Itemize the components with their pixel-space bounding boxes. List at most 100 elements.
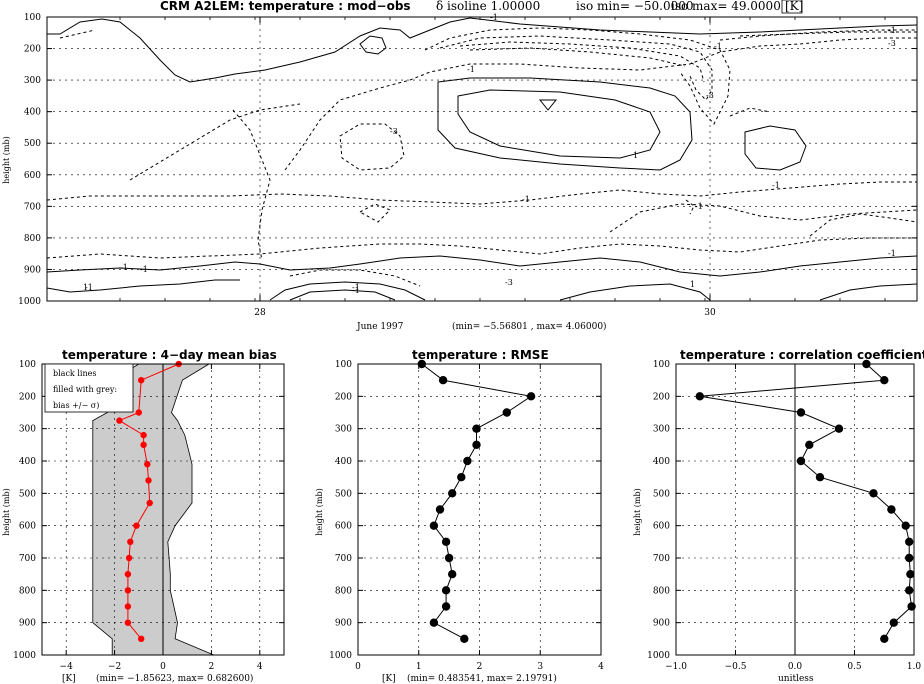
unit-label: [K] [785, 0, 803, 13]
contour-solid [457, 89, 661, 159]
bias-xlabel: [K] [62, 674, 76, 684]
contour-value-label: -3 [706, 91, 714, 100]
data-point [138, 635, 145, 642]
y-tick-label: 300 [24, 76, 41, 86]
data-point [124, 603, 132, 610]
y-tick-label: 900 [24, 265, 41, 275]
y-tick-label: 100 [19, 360, 36, 370]
contour-dashed [609, 203, 918, 233]
y-tick-label: 800 [24, 234, 41, 244]
y-tick-label: 500 [24, 139, 41, 149]
data-point [441, 602, 451, 611]
y-tick-label: 900 [335, 619, 352, 629]
data-point [116, 417, 123, 424]
contour-value-label: -1 [695, 202, 703, 211]
x-tick-label: 4 [257, 662, 263, 672]
y-tick-label: 700 [19, 554, 36, 564]
contour-value-label: -1 [772, 181, 780, 190]
x-tick-label: 0 [355, 662, 361, 672]
data-point [472, 424, 481, 433]
legend-line-1: black lines [53, 369, 96, 378]
data-point [140, 431, 147, 439]
y-tick-label: 500 [653, 489, 670, 499]
data-point [125, 554, 133, 562]
corr-ylabel: height (mb) [633, 488, 642, 535]
rmse-ylabel: height (mb) [315, 488, 324, 535]
contour-value-label: -3 [390, 127, 398, 136]
y-tick-label: 400 [653, 457, 670, 467]
data-point [796, 456, 806, 466]
x-tick-label: 0.5 [847, 662, 862, 672]
contour-value-label: -1 [467, 65, 475, 74]
bias-ylabel: height (mb) [2, 488, 11, 535]
contour-value-label: 1 [690, 280, 695, 289]
rmse-note: (min= 0.483541, max= 2.19791) [407, 673, 557, 684]
contour-solid [819, 283, 918, 301]
series-line [421, 363, 533, 640]
x-tick-label: −1.0 [665, 662, 687, 672]
contour-solid [46, 255, 918, 277]
corr-xlabel: unitless [778, 674, 814, 684]
contour-lines [46, 17, 918, 301]
y-tick-label: 400 [24, 108, 41, 118]
x-tick-label: 0 [160, 662, 166, 672]
y-tick-label: 600 [24, 171, 41, 181]
y-tick-label: 200 [19, 392, 36, 402]
data-point [463, 456, 472, 466]
y-tick-label: 400 [335, 457, 352, 467]
data-point [429, 618, 439, 627]
data-point [869, 489, 878, 498]
corr-panel: 100 200 300 400 500 600 700 800 900 1000−1.0 −0.5 0… [647, 359, 921, 672]
x-tick-label: 3 [537, 662, 543, 672]
data-point [135, 409, 142, 416]
data-point [502, 408, 511, 417]
iso-max-label: iso max= 49.0000 [671, 0, 781, 13]
contour-value-label: 1 [633, 151, 638, 160]
series-line [699, 363, 913, 640]
contour-value-label: -3 [505, 278, 513, 287]
legend-box [44, 363, 134, 413]
iso-min-label: iso min= −50.0000 [576, 0, 694, 13]
contour-solid [269, 281, 426, 301]
y-tick-label: 900 [653, 619, 670, 629]
data-point [138, 377, 145, 384]
y-tick-label: 600 [19, 522, 36, 532]
contour-ylabel: height (mb) [2, 136, 11, 183]
data-point [901, 521, 910, 530]
data-point [124, 619, 132, 626]
data-point [457, 473, 466, 482]
data-point [805, 440, 814, 449]
data-point [127, 538, 134, 545]
x-tick-label: 2 [209, 662, 215, 672]
contour-solid [47, 17, 471, 83]
rmse-xlabel: [K] [382, 674, 396, 684]
legend-line-2: filled with grey: [53, 385, 117, 394]
contour-dashed [439, 35, 713, 101]
contour-solid [359, 35, 387, 55]
y-tick-label: 1000 [13, 651, 36, 661]
data-point [880, 376, 889, 385]
x-tick-label: 2 [477, 662, 483, 672]
x-tick-label: −4 [60, 662, 74, 672]
contour-dashed [719, 29, 917, 41]
y-tick-label: 200 [24, 45, 41, 55]
y-tick-label: 100 [24, 13, 41, 23]
data-point [144, 461, 151, 468]
y-tick-label: 1000 [647, 651, 670, 661]
rmse-title: temperature : RMSE [412, 348, 549, 362]
data-point [441, 586, 451, 595]
y-tick-label: 600 [335, 522, 352, 532]
y-tick-label: 1000 [18, 297, 41, 307]
data-point [815, 473, 825, 482]
contour-solid [538, 99, 558, 111]
contour-dashed [46, 237, 917, 259]
x-tick-label: 0.0 [788, 662, 803, 672]
data-point [429, 521, 439, 530]
data-point [906, 570, 915, 579]
panel-frame [675, 363, 915, 656]
bias-panel: 100 200 300 400 500 600 700 800 900 1000 −4 −2 0 2 4 [13, 360, 285, 672]
bias-legend: black lines filled with grey: bias +/− σ… [44, 363, 134, 413]
data-point [140, 441, 147, 448]
